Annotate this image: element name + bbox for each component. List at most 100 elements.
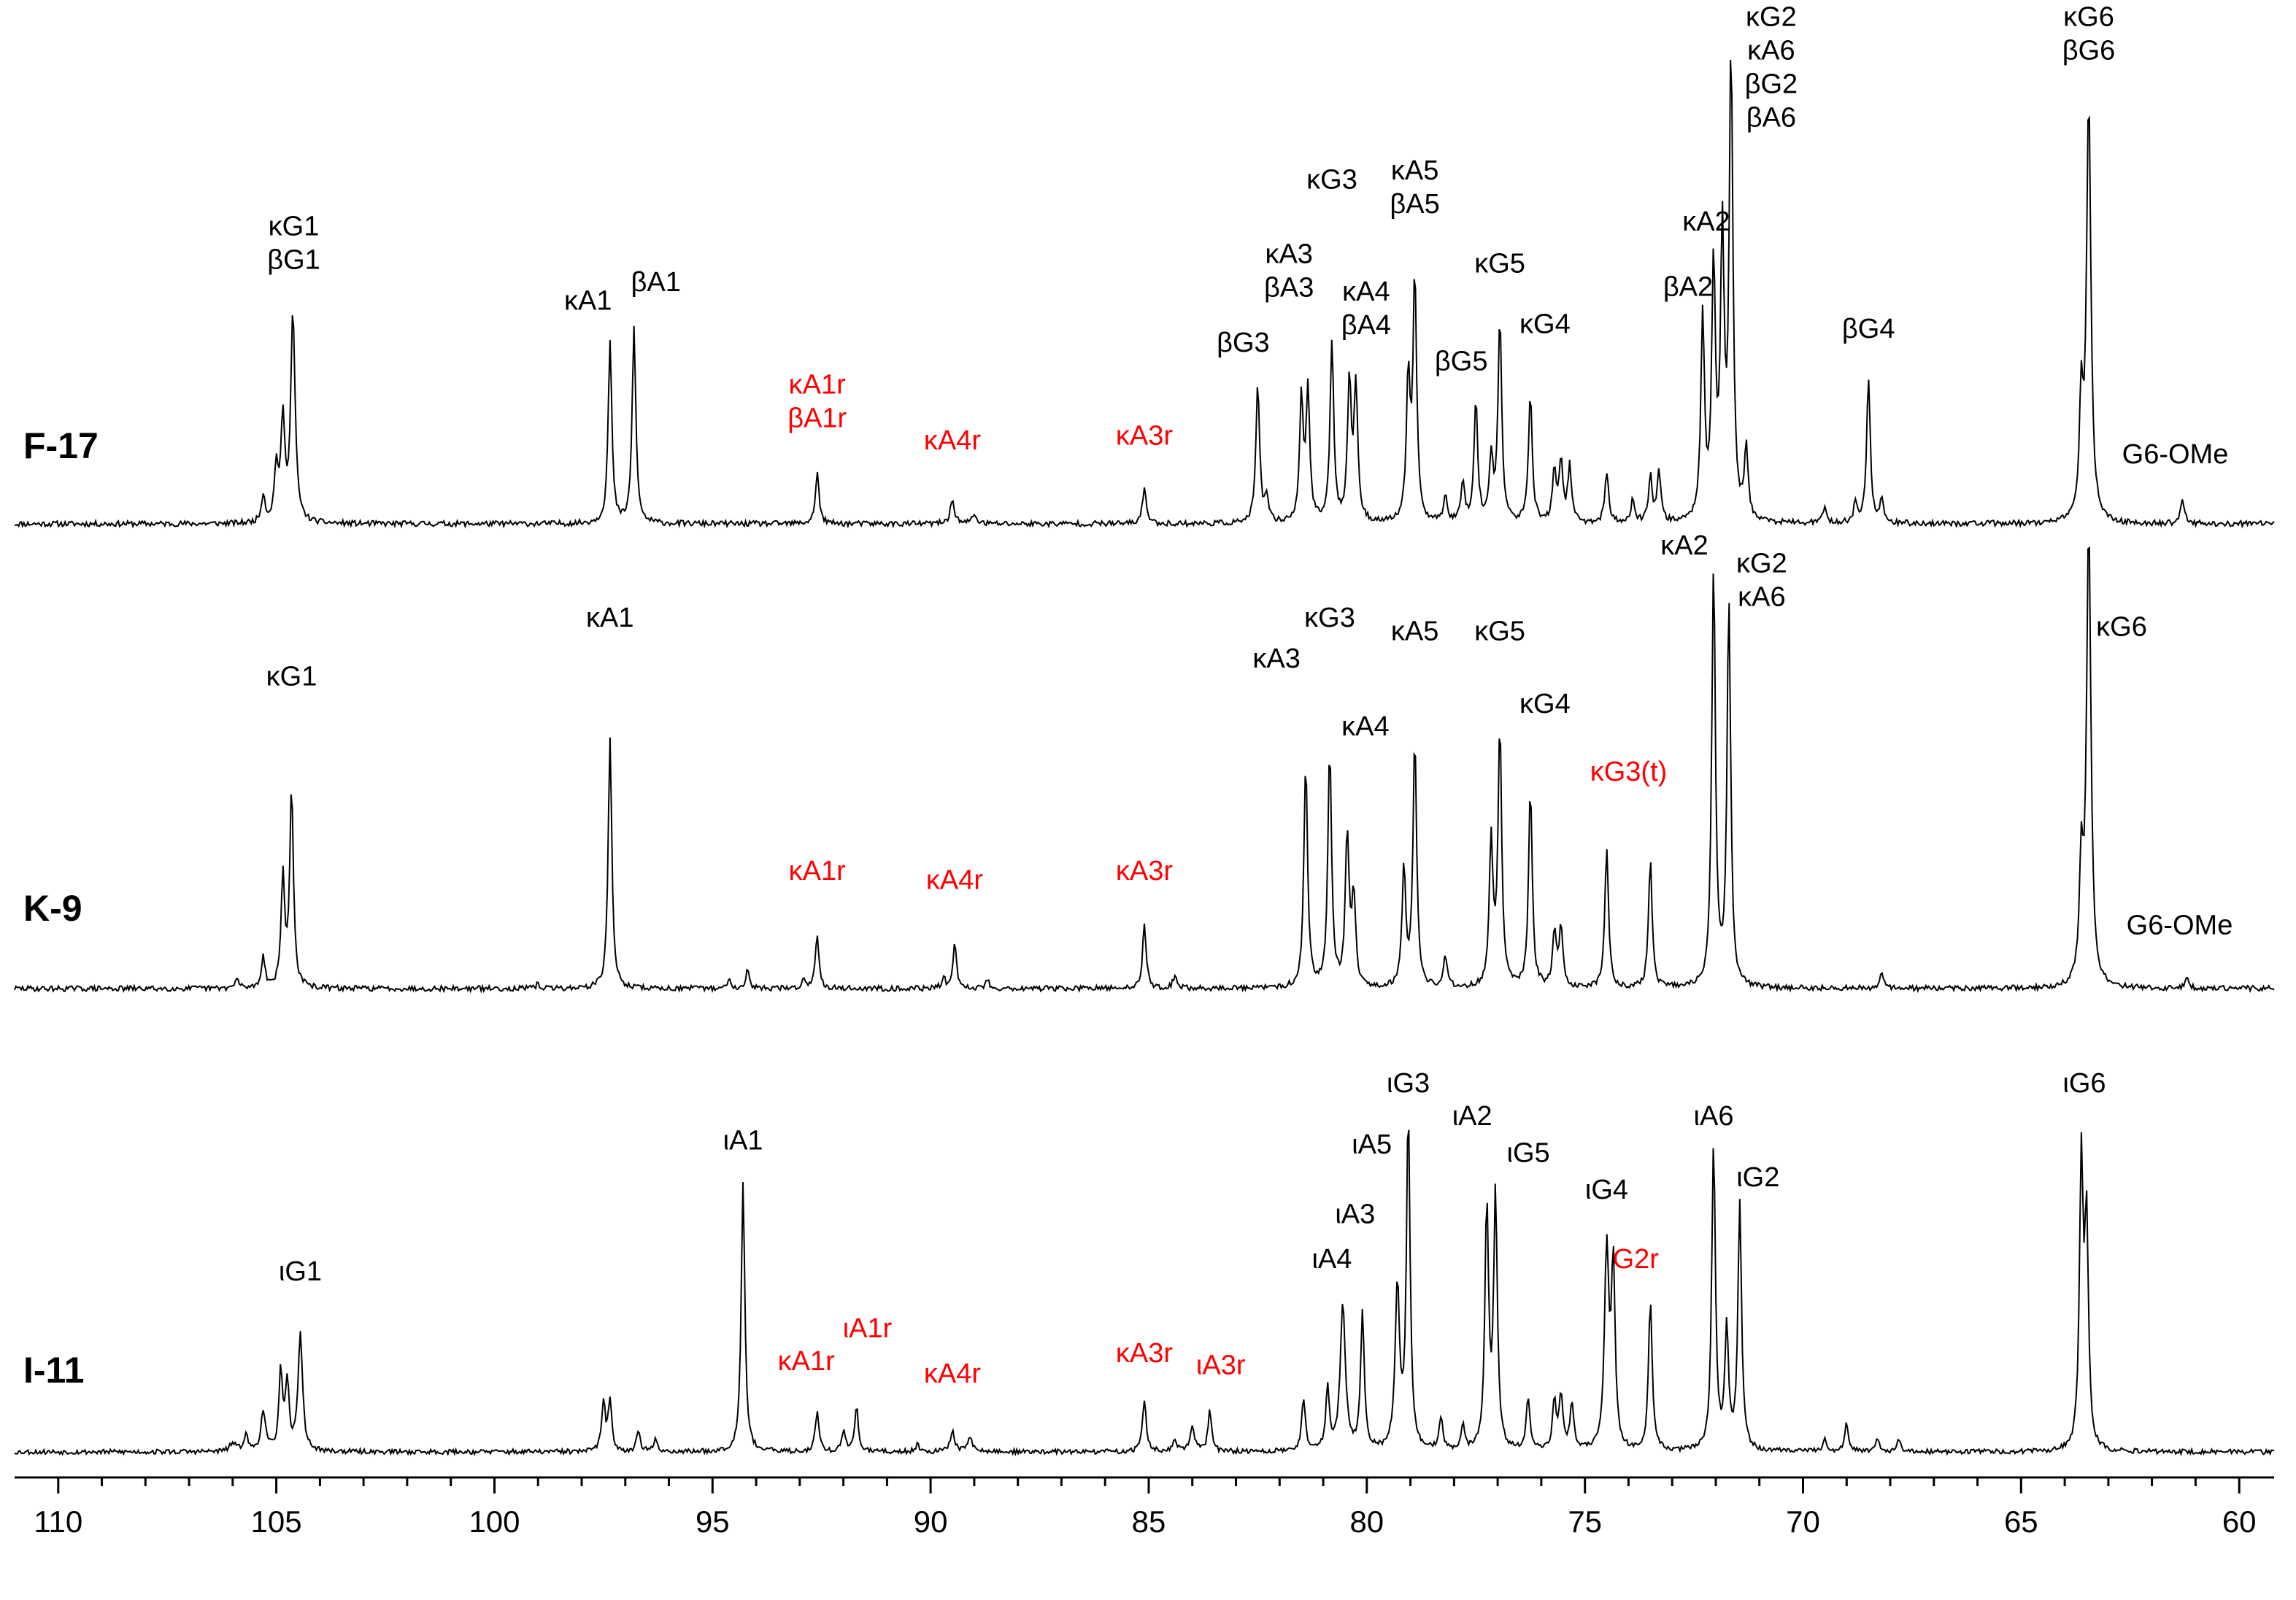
peak-label-line: κA3r — [1116, 856, 1173, 886]
peak-label-line: ιA5 — [1352, 1129, 1392, 1160]
peak-label: κG6 βG6 — [2062, 1, 2116, 66]
peak-label: ιA1r — [843, 1313, 893, 1344]
peak-label: κG2 κA6 — [1736, 549, 1787, 613]
peak-label: ιG6 — [2062, 1068, 2106, 1099]
peak-label: κA1r — [778, 1346, 835, 1377]
spectrum-I-11: ιG1 ιA1 κA1r ιA1r κA4r κA3r ιA3r ιA4 ιA3 ιA5 ιG3 ιA… — [14, 1068, 2275, 1457]
x-tick-label: 80 — [1349, 1504, 1384, 1539]
peak-label: ιA3 — [1335, 1199, 1375, 1229]
peak-label: κG1 — [266, 662, 317, 692]
peak-label: κG3 — [1304, 603, 1355, 633]
peak-label: κA4r — [926, 865, 983, 896]
peak-label-line: βA3 — [1264, 273, 1314, 304]
peak-label: κA3r — [1116, 1338, 1173, 1369]
peak-label: ιA3r — [1196, 1350, 1246, 1381]
peak-label: ιA2 — [1452, 1101, 1492, 1132]
peak-label: ιG2 — [1736, 1162, 1779, 1193]
peak-label: κA2 — [1682, 206, 1730, 237]
peak-label-line: ιA4 — [1311, 1244, 1352, 1275]
peak-label: βA2 — [1663, 271, 1713, 302]
peak-label-line: G6-OMe — [2122, 439, 2229, 470]
x-axis: 110 105 100 95 90 85 80 75 70 65 60 — [15, 1476, 2274, 1539]
peak-label-line: κA5 — [1391, 155, 1438, 186]
peak-label: βG5 — [1435, 347, 1488, 377]
peak-label: βG4 — [1842, 314, 1895, 344]
peak-label-line: κG5 — [1474, 249, 1525, 279]
peak-label-line: βG3 — [1217, 328, 1270, 358]
x-tick-label: 70 — [1786, 1504, 1820, 1539]
peak-label-line: κA3r — [1116, 1338, 1173, 1369]
peak-label: κG2 κA6 βG2 βA6 — [1745, 1, 1798, 133]
peak-label-line: κG1 — [269, 211, 320, 241]
peak-label-line: κG6 — [2063, 1, 2114, 32]
peak-label-line: ιG4 — [1585, 1175, 1628, 1205]
spectrum-trace-I-11 — [14, 1129, 2275, 1457]
peak-label-line: ιG1 — [279, 1256, 322, 1287]
peak-label-line: κA4 — [1341, 711, 1389, 742]
spectrum-trace-F-17 — [14, 59, 2275, 529]
peak-label-line: κA3 — [1265, 239, 1312, 270]
peak-label-line: κG4 — [1519, 689, 1571, 719]
x-tick-label: 105 — [251, 1504, 302, 1539]
peak-label-line: κG2 — [1736, 549, 1787, 579]
peak-label-line: κG3(t) — [1590, 757, 1668, 787]
peak-label: ιA6 — [1694, 1101, 1734, 1132]
peak-label: ιG1 — [279, 1256, 322, 1287]
peak-label: κA4r — [924, 1359, 981, 1389]
peak-label: κA1r βA1r — [787, 369, 847, 433]
peak-label-line: κG5 — [1474, 617, 1525, 647]
spectrum-name: I-11 — [23, 1350, 84, 1391]
peak-label-line: ιA3r — [1196, 1350, 1246, 1381]
peak-label-line: βG5 — [1435, 347, 1488, 377]
peak-label-line: κG2 — [1746, 1, 1797, 32]
peak-label: κA1 — [586, 603, 633, 633]
peak-label-line: κA3 — [1252, 644, 1300, 674]
peak-label-line: κG3 — [1306, 165, 1357, 196]
peak-label: κG4 — [1519, 689, 1571, 719]
peak-label: ιA1 — [723, 1126, 763, 1156]
peak-label-line: G2r — [1613, 1244, 1660, 1275]
peak-label-line: κG4 — [1519, 309, 1571, 339]
peak-label-line: κA5 — [1391, 617, 1438, 647]
peak-label: κA1 — [564, 286, 612, 317]
spectrum-name: K-9 — [23, 888, 82, 929]
x-tick-label: 65 — [2004, 1504, 2038, 1539]
x-tick-label: 75 — [1568, 1504, 1602, 1539]
peak-label-line: βG6 — [2062, 35, 2116, 66]
peak-label-line: βA4 — [1341, 310, 1391, 341]
peak-label-line: κA1r — [789, 369, 846, 400]
peak-label-line: ιA1r — [843, 1313, 893, 1344]
peak-label: κA1r — [789, 856, 846, 886]
peak-label: κA5 βA5 — [1390, 155, 1439, 220]
peak-label-line: βA2 — [1663, 271, 1713, 302]
peak-label-line: βG1 — [267, 244, 320, 275]
peak-label-line: κA1 — [564, 286, 612, 317]
peak-label: κA4r — [924, 425, 981, 456]
peak-label: G6-OMe — [2127, 911, 2233, 941]
x-tick-label: 85 — [1132, 1504, 1166, 1539]
peak-label-line: βA1 — [631, 267, 681, 298]
peak-label-line: ιA2 — [1452, 1101, 1492, 1132]
peak-label-line: κA4r — [924, 1359, 981, 1389]
peak-label-line: ιA1 — [723, 1126, 763, 1156]
peak-label: κA3 — [1252, 644, 1300, 674]
peak-label: ιA4 — [1311, 1244, 1352, 1275]
spectrum-trace-K-9 — [14, 546, 2275, 994]
peak-label: κG4 — [1519, 309, 1571, 339]
peak-label: κG1 βG1 — [267, 211, 320, 275]
x-tick-label: 110 — [34, 1504, 82, 1539]
peak-label: κA4 — [1341, 711, 1389, 742]
peak-label-line: ιA3 — [1335, 1199, 1375, 1229]
peak-label-line: κA4 — [1342, 277, 1390, 307]
peak-label-line: ιG3 — [1387, 1068, 1430, 1099]
peak-label: κA3r — [1116, 856, 1173, 886]
peak-label: κA4 βA4 — [1341, 277, 1391, 341]
peak-label: βA1 — [631, 267, 681, 298]
peak-label: G6-OMe — [2122, 439, 2229, 470]
x-tick-label: 90 — [914, 1504, 948, 1539]
peak-label: κG5 — [1474, 249, 1525, 279]
peak-label: G2r — [1613, 1244, 1660, 1275]
peak-label-line: βA1r — [787, 403, 847, 433]
